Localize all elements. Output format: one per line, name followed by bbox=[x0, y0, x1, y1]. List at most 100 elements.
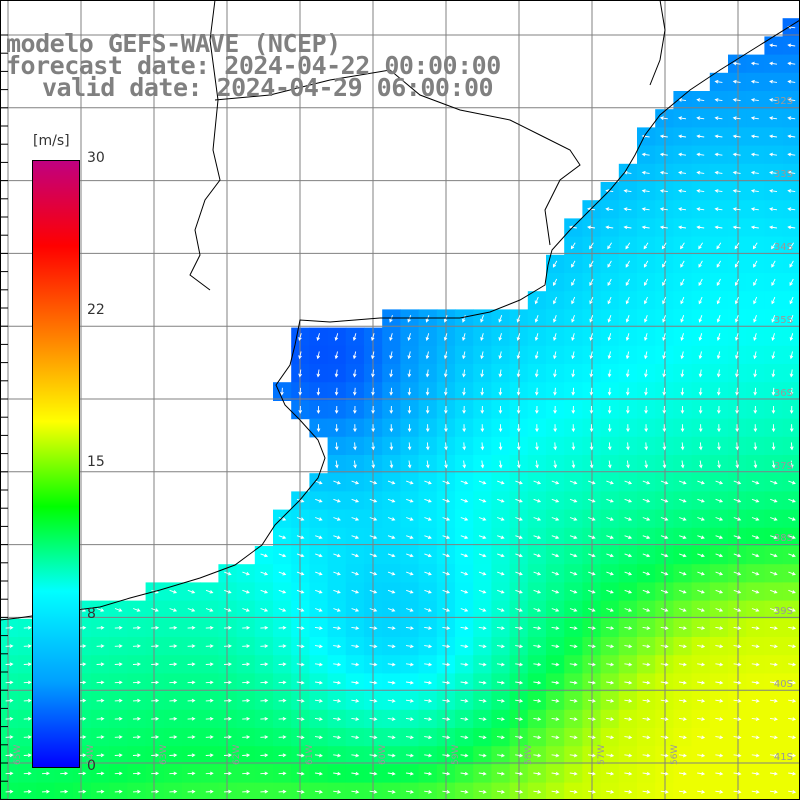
wind-arrow bbox=[187, 698, 196, 703]
wind-arrow bbox=[169, 644, 178, 648]
wind-arrow bbox=[678, 170, 687, 175]
wind-arrow bbox=[187, 753, 196, 758]
wind-arrow bbox=[5, 680, 14, 685]
wind-arrow bbox=[733, 699, 742, 703]
wind-arrow bbox=[697, 790, 706, 794]
wind-arrow bbox=[278, 589, 287, 594]
wind-arrow bbox=[242, 571, 250, 576]
wind-arrow bbox=[205, 753, 214, 758]
wind-arrow bbox=[151, 608, 159, 612]
wind-arrow bbox=[551, 589, 560, 594]
wind-arrow bbox=[151, 680, 160, 685]
wind-arrow bbox=[114, 716, 123, 721]
wind-arrow bbox=[424, 662, 433, 667]
wind-arrow bbox=[714, 170, 723, 175]
wind-arrow bbox=[405, 735, 414, 740]
wind-arrow bbox=[333, 699, 342, 703]
wind-arrow bbox=[406, 517, 414, 521]
wind-arrow bbox=[389, 424, 394, 433]
wind-arrow bbox=[371, 442, 376, 451]
wind-arrow bbox=[260, 771, 269, 776]
wind-arrow bbox=[369, 553, 378, 558]
wind-arrow bbox=[296, 608, 305, 612]
wind-arrow bbox=[660, 644, 669, 649]
wind-arrow bbox=[750, 134, 759, 139]
wind-arrow bbox=[715, 790, 724, 794]
wind-arrow bbox=[460, 553, 469, 558]
wind-arrow bbox=[660, 699, 669, 703]
wind-arrow bbox=[425, 424, 430, 433]
lon-label: 65W bbox=[13, 745, 23, 765]
wind-arrow bbox=[589, 460, 594, 469]
border-line bbox=[189, 0, 221, 291]
wind-arrow bbox=[23, 662, 32, 667]
wind-arrow bbox=[607, 333, 612, 342]
wind-arrow bbox=[5, 625, 14, 630]
wind-arrow bbox=[515, 717, 524, 721]
wind-arrow bbox=[788, 517, 796, 521]
wind-arrow bbox=[680, 296, 685, 305]
wind-arrow bbox=[298, 333, 302, 342]
wind-arrow bbox=[498, 460, 503, 469]
wind-arrow bbox=[769, 644, 778, 649]
wind-arrow bbox=[607, 296, 612, 305]
wind-arrow bbox=[753, 442, 758, 451]
wind-arrow bbox=[5, 698, 14, 703]
wind-arrow bbox=[334, 442, 339, 451]
wind-arrow bbox=[151, 789, 160, 794]
wind-arrow bbox=[642, 699, 651, 703]
wind-arrow bbox=[553, 460, 558, 469]
wind-arrow bbox=[659, 134, 668, 139]
wind-arrow bbox=[644, 387, 648, 396]
wind-arrow bbox=[442, 589, 451, 594]
wind-arrow bbox=[714, 98, 723, 102]
wind-arrow bbox=[351, 535, 360, 539]
wind-arrow bbox=[442, 517, 451, 521]
wind-arrow bbox=[387, 771, 396, 776]
wind-arrow bbox=[462, 442, 467, 451]
wind-arrow bbox=[771, 296, 776, 305]
wind-arrow bbox=[460, 535, 469, 539]
wind-arrow bbox=[496, 644, 505, 649]
wind-arrow bbox=[278, 625, 287, 630]
wind-arrow bbox=[750, 61, 759, 66]
wind-arrow bbox=[369, 735, 378, 740]
wind-arrow bbox=[642, 717, 651, 721]
wind-arrow bbox=[678, 680, 687, 685]
wind-arrow bbox=[478, 608, 487, 612]
wind-arrow bbox=[460, 680, 469, 685]
wind-arrow bbox=[187, 625, 196, 630]
wind-arrow bbox=[680, 242, 685, 250]
wind-arrow bbox=[424, 553, 432, 558]
wind-arrow bbox=[460, 571, 469, 576]
wind-arrow bbox=[460, 626, 469, 630]
wind-arrow bbox=[715, 735, 724, 740]
wind-arrow bbox=[714, 189, 723, 193]
wind-arrow bbox=[605, 225, 614, 230]
wind-arrow bbox=[187, 735, 196, 739]
wind-arrow bbox=[242, 771, 251, 776]
wind-arrow bbox=[624, 771, 633, 776]
wind-arrow bbox=[151, 698, 160, 703]
wind-arrow bbox=[371, 333, 375, 342]
wind-arrow bbox=[662, 351, 666, 360]
wind-arrow bbox=[387, 608, 396, 612]
wind-arrow bbox=[424, 680, 433, 685]
wind-arrow bbox=[114, 771, 123, 776]
wind-arrow bbox=[624, 753, 633, 758]
wind-arrow bbox=[588, 608, 596, 612]
wind-arrow bbox=[132, 753, 141, 758]
wind-arrow bbox=[678, 699, 687, 703]
wind-arrow bbox=[606, 644, 615, 649]
wind-arrow bbox=[387, 753, 396, 758]
wind-arrow bbox=[625, 369, 630, 378]
wind-arrow bbox=[606, 535, 614, 539]
wind-arrow bbox=[771, 442, 776, 451]
wind-arrow bbox=[751, 699, 760, 703]
wind-arrow bbox=[425, 333, 430, 342]
wind-arrow bbox=[659, 207, 668, 211]
wind-arrow bbox=[589, 278, 594, 287]
wind-arrow bbox=[587, 662, 596, 667]
wind-arrow bbox=[715, 535, 724, 539]
wind-arrow bbox=[680, 369, 685, 378]
